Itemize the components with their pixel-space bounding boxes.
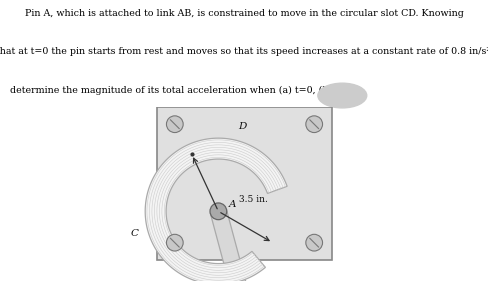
Polygon shape <box>145 138 286 281</box>
Text: that at t=0 the pin starts from rest and moves so that its speed increases at a : that at t=0 the pin starts from rest and… <box>0 47 488 56</box>
Text: A: A <box>228 200 236 209</box>
Polygon shape <box>210 209 251 281</box>
Circle shape <box>166 234 183 251</box>
Circle shape <box>305 116 322 133</box>
Circle shape <box>305 234 322 251</box>
Circle shape <box>166 116 183 133</box>
Ellipse shape <box>317 83 366 108</box>
Text: determine the magnitude of its total acceleration when (a) t=0, (b) t=2 s: determine the magnitude of its total acc… <box>10 85 361 94</box>
Text: C: C <box>130 229 138 238</box>
Text: D: D <box>238 121 246 131</box>
Circle shape <box>209 203 226 220</box>
Bar <box>157 107 331 260</box>
Text: Pin A, which is attached to link AB, is constrained to move in the circular slot: Pin A, which is attached to link AB, is … <box>25 9 463 18</box>
Text: 3.5 in.: 3.5 in. <box>239 195 267 204</box>
